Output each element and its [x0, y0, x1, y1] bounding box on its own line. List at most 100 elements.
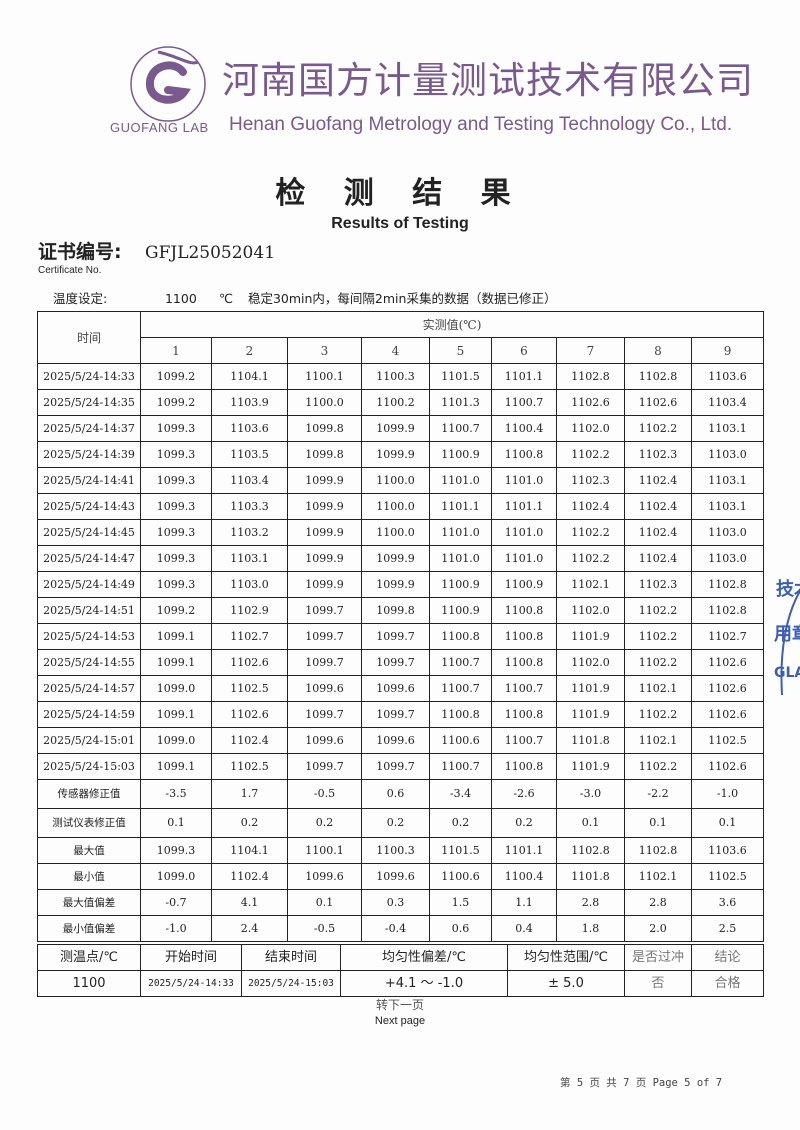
- value-cell: 1099.6: [361, 675, 430, 702]
- table-row: 2025/5/24-14:53 1099.1 1102.7 1099.7 1099.7 1…: [37, 623, 765, 650]
- summary-header: 均匀性范围/℃: [507, 944, 625, 971]
- value-cell: 1100.3: [361, 363, 430, 390]
- value-cell: 1100.0: [287, 389, 362, 416]
- value-cell: 1102.8: [690, 597, 765, 624]
- table-row: 2025/5/24-14:55 1099.1 1102.6 1099.7 1099.7 1…: [37, 649, 765, 676]
- value-cell: 1101.9: [556, 623, 625, 650]
- value-cell: 1102.2: [624, 623, 692, 650]
- value-cell: 1100.4: [491, 415, 557, 442]
- stats-value: 1.8: [556, 915, 625, 942]
- value-cell: 1102.4: [624, 467, 692, 494]
- value-cell: 1099.7: [361, 701, 430, 728]
- header-row: 时间 实测值(℃): [37, 311, 765, 364]
- value-cell: 1102.2: [624, 753, 692, 780]
- value-cell: 1100.9: [429, 441, 492, 468]
- value-cell: 1099.7: [361, 753, 430, 780]
- stats-value: 2.8: [624, 889, 692, 916]
- value-cell: 1102.8: [624, 363, 692, 390]
- value-cell: 1099.3: [140, 441, 212, 468]
- value-cell: 1100.8: [491, 649, 557, 676]
- stats-value: -0.7: [140, 889, 212, 916]
- value-cell: 1100.8: [491, 441, 557, 468]
- stats-value: 1102.5: [690, 863, 765, 890]
- stats-value: 0.4: [491, 915, 557, 942]
- company-name-en: Henan Guofang Metrology and Testing Tech…: [229, 114, 733, 135]
- value-cell: 1100.9: [429, 571, 492, 598]
- value-cell: 1099.7: [287, 701, 362, 728]
- value-cell: 1099.6: [287, 727, 362, 754]
- value-cell: 1102.4: [556, 493, 625, 520]
- value-cell: 1099.8: [361, 597, 430, 624]
- table-row: 2025/5/24-14:57 1099.0 1102.5 1099.6 1099.6 1…: [37, 675, 765, 702]
- page-subtitle: Results of Testing: [331, 215, 469, 232]
- time-cell: 2025/5/24-14:51: [37, 597, 141, 624]
- time-cell: 2025/5/24-14:43: [37, 493, 141, 520]
- stats-value: 1.7: [211, 779, 288, 809]
- stats-value: 1100.1: [287, 837, 362, 864]
- time-cell: 2025/5/24-14:33: [37, 363, 141, 390]
- value-cell: 1099.3: [140, 545, 212, 572]
- value-cell: 1103.1: [211, 545, 288, 572]
- value-cell: 1100.7: [429, 649, 492, 676]
- value-cell: 1102.1: [624, 675, 692, 702]
- value-cell: 1102.3: [624, 571, 692, 598]
- time-cell: 2025/5/24-14:57: [37, 675, 141, 702]
- value-cell: 1102.2: [556, 545, 625, 572]
- next-page-cn: 转下一页: [375, 998, 424, 1012]
- stats-value: 1102.8: [624, 837, 692, 864]
- value-cell: 1101.9: [556, 753, 625, 780]
- stats-value: 1102.8: [556, 837, 625, 864]
- time-cell: 2025/5/24-14:53: [37, 623, 141, 650]
- stats-value: 0.3: [361, 889, 430, 916]
- value-cell: 1100.0: [361, 467, 430, 494]
- stats-value: -0.5: [287, 915, 362, 942]
- stats-value: -2.6: [491, 779, 557, 809]
- stats-value: 1101.5: [429, 837, 492, 864]
- stats-value: 1101.8: [556, 863, 625, 890]
- stats-value: 0.2: [361, 808, 430, 838]
- certificate-number: GFJL25052041: [145, 243, 276, 263]
- measured-header: 实测值(℃): [139, 311, 765, 338]
- value-cell: 1102.1: [624, 727, 692, 754]
- value-cell: 1102.5: [211, 675, 288, 702]
- summary-value: 否: [624, 970, 692, 997]
- stats-value: 1099.3: [140, 837, 212, 864]
- value-cell: 1103.0: [690, 519, 765, 546]
- column-number: 3: [287, 337, 362, 364]
- time-cell: 2025/5/24-14:41: [37, 467, 141, 494]
- value-cell: 1102.6: [690, 649, 765, 676]
- value-cell: 1103.9: [211, 389, 288, 416]
- lab-name: GUOFANG LAB: [110, 120, 209, 135]
- value-cell: 1099.3: [140, 571, 212, 598]
- value-cell: 1102.2: [556, 441, 625, 468]
- next-page-en: Next page: [374, 1015, 426, 1027]
- value-cell: 1103.0: [211, 571, 288, 598]
- value-cell: 1103.4: [690, 389, 765, 416]
- value-cell: 1103.6: [690, 363, 765, 390]
- stats-value: 1.5: [429, 889, 492, 916]
- summary-value: 2025/5/24-15:03: [241, 970, 341, 997]
- value-cell: 1099.0: [140, 675, 212, 702]
- value-cell: 1099.7: [287, 649, 362, 676]
- value-cell: 1102.2: [556, 519, 625, 546]
- setting-label: 温度设定:: [53, 291, 108, 306]
- value-cell: 1100.7: [429, 675, 492, 702]
- stats-label: 测试仪表修正值: [37, 808, 141, 838]
- time-cell: 2025/5/24-14:35: [37, 389, 141, 416]
- stats-value: 2.4: [211, 915, 288, 942]
- time-cell: 2025/5/24-14:37: [37, 415, 141, 442]
- table-row: 2025/5/24-14:49 1099.3 1103.0 1099.9 1099.9 1…: [37, 571, 765, 598]
- value-cell: 1099.1: [140, 623, 212, 650]
- column-number: 6: [491, 337, 557, 364]
- guofang-logo-icon: [130, 46, 206, 122]
- value-cell: 1103.1: [690, 493, 765, 520]
- column-number: 8: [624, 337, 692, 364]
- value-cell: 1102.8: [556, 363, 625, 390]
- stats-value: 0.1: [690, 808, 765, 838]
- summary-header: 均匀性偏差/℃: [340, 944, 508, 971]
- value-cell: 1102.7: [211, 623, 288, 650]
- summary-value: 2025/5/24-14:33: [140, 970, 242, 997]
